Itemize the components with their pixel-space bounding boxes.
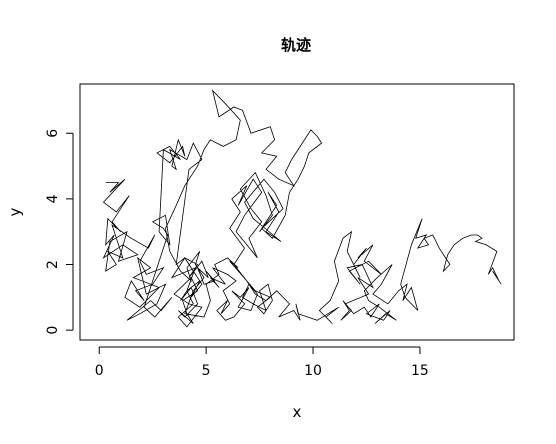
plot-frame: [79, 83, 515, 341]
y-tick-label: 6: [45, 129, 61, 138]
trajectory-line-0: [102, 89, 502, 328]
x-tick-label: 0: [95, 363, 104, 379]
y-tick-label: 2: [45, 260, 61, 269]
x-tick-label: 5: [202, 363, 211, 379]
y-axis: 0 2 4 6: [45, 129, 74, 335]
x-tick-label: 10: [304, 363, 322, 379]
series-layer: [102, 89, 502, 328]
y-axis-title: y: [6, 207, 24, 216]
y-tick-label: 0: [45, 326, 61, 335]
x-axis: 0 5 10 15: [95, 346, 429, 379]
chart-title: 轨迹: [281, 36, 311, 54]
x-tick-label: 15: [411, 363, 429, 379]
y-tick-label: 4: [45, 194, 61, 203]
x-axis-title: x: [293, 403, 302, 421]
